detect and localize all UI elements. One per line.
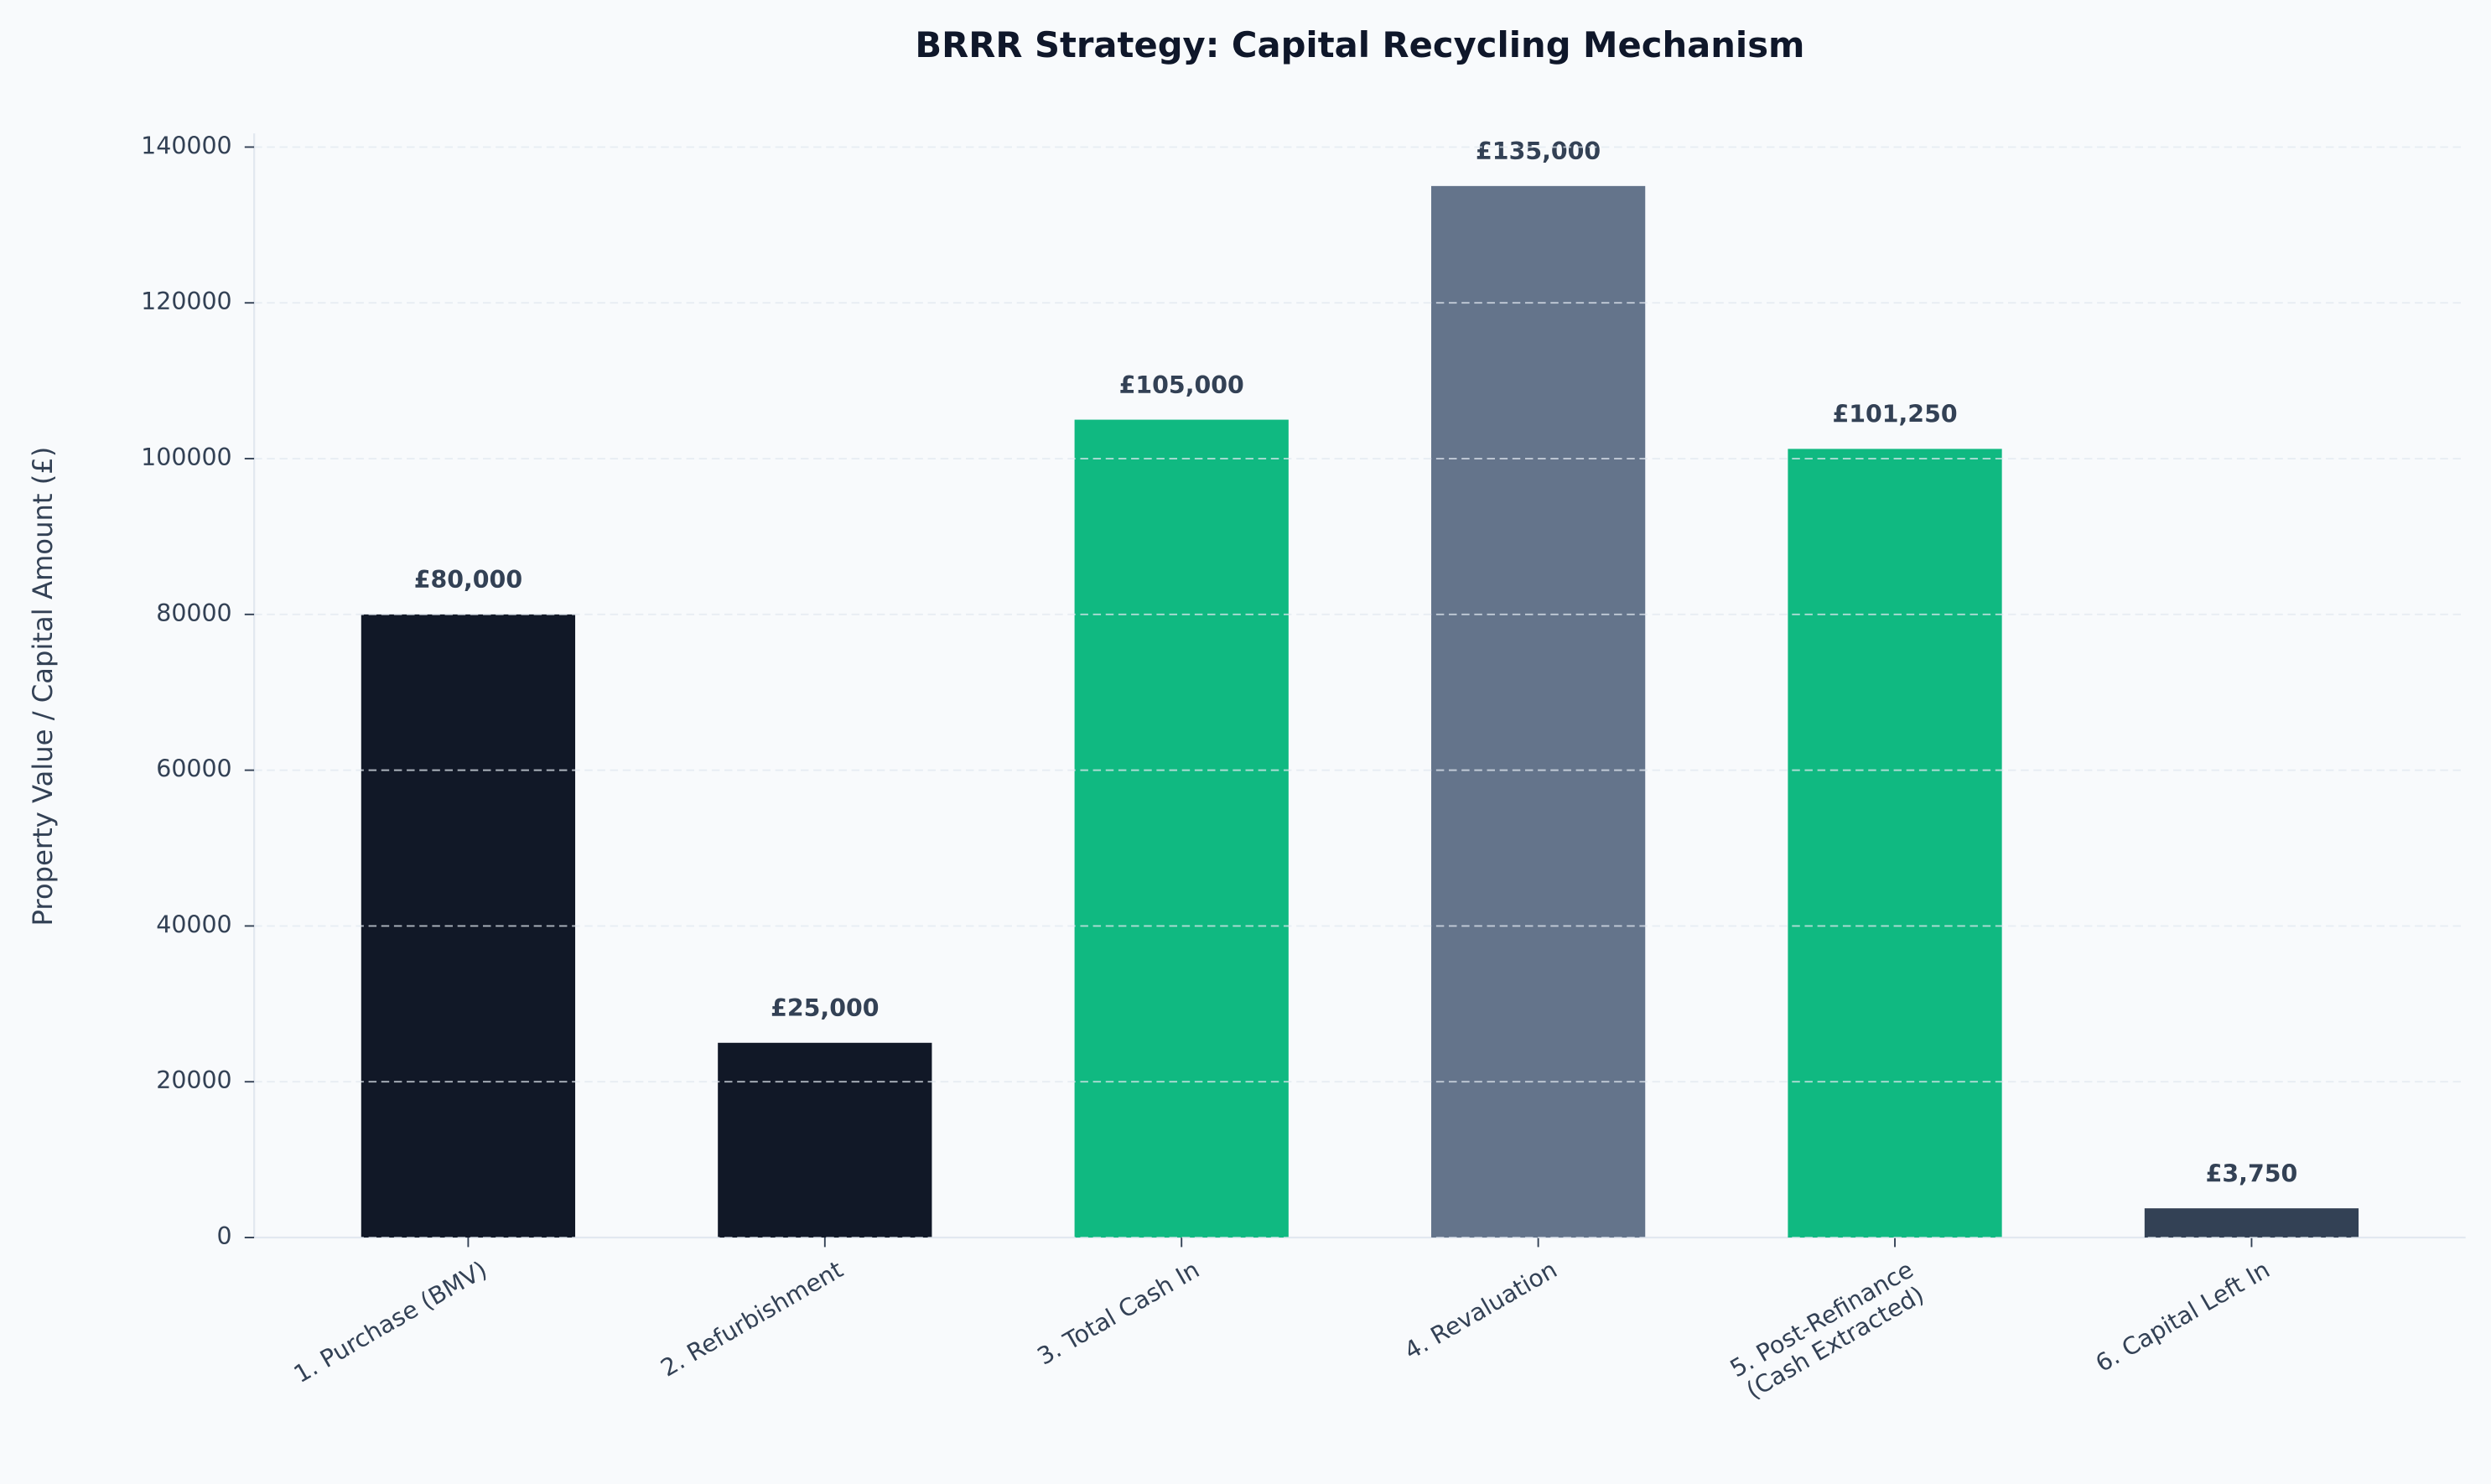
bar (1788, 449, 2002, 1238)
y-tick-label: 40000 (156, 911, 231, 938)
bar (1431, 185, 1646, 1238)
y-tick-label: 80000 (156, 599, 231, 627)
y-axis-label: Property Value / Capital Amount (£) (27, 447, 59, 926)
y-tick-label: 100000 (141, 444, 231, 471)
bar (718, 1042, 932, 1238)
bar (1074, 419, 1289, 1238)
value-label: £3,750 (2206, 1160, 2298, 1187)
y-tick-label: 60000 (156, 755, 231, 783)
value-label: £25,000 (771, 994, 879, 1022)
value-label: £105,000 (1119, 371, 1244, 399)
value-label: £101,250 (1832, 401, 1957, 428)
value-label: £135,000 (1476, 138, 1601, 165)
y-tick-label: 20000 (156, 1066, 231, 1094)
chart-title: BRRR Strategy: Capital Recycling Mechani… (915, 24, 1804, 65)
y-tick-label: 140000 (141, 132, 231, 159)
y-tick-label: 120000 (141, 288, 231, 315)
bar (361, 614, 576, 1238)
bar (2144, 1208, 2359, 1238)
value-label: £80,000 (414, 566, 522, 594)
y-tick-label: 0 (217, 1222, 232, 1250)
